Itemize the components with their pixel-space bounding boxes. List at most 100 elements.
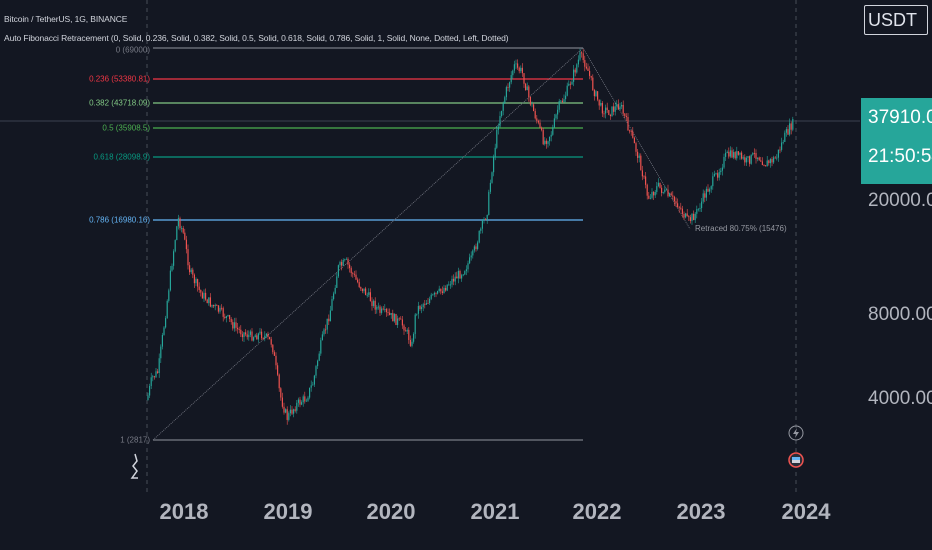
candle-body: [417, 306, 419, 314]
candle-body: [283, 406, 285, 413]
candle-body: [723, 156, 725, 168]
candle-body: [747, 156, 749, 158]
candle-body: [590, 75, 592, 78]
candle-body: [665, 189, 667, 191]
candle-body: [256, 335, 258, 340]
candle-body: [240, 329, 242, 335]
symbol-title[interactable]: Bitcoin / TetherUS, 1G, BINANCE: [4, 14, 128, 24]
candle-body: [313, 375, 315, 385]
candle-body: [195, 279, 197, 284]
candle-body: [421, 307, 423, 310]
candle-body: [374, 300, 376, 310]
candle-body: [177, 218, 179, 227]
candle-body: [760, 160, 762, 162]
candle-body: [397, 318, 399, 325]
candle-body: [400, 318, 402, 320]
candle-body: [267, 333, 269, 337]
candle-body: [371, 301, 373, 306]
candle-body: [670, 193, 672, 196]
candle-body: [699, 208, 701, 209]
candle-body: [776, 157, 778, 159]
candle-body: [493, 156, 495, 173]
candle-body: [398, 318, 400, 320]
candle-body: [613, 106, 615, 112]
candle-body: [691, 213, 693, 221]
candle-body: [389, 312, 391, 315]
candle-body: [219, 307, 221, 312]
candle-body: [593, 90, 595, 97]
candle-body: [435, 292, 437, 294]
candle-body: [657, 182, 659, 187]
candle-body: [190, 269, 192, 273]
indicator-title[interactable]: Auto Fibonacci Retracement (0, Solid, 0.…: [4, 33, 509, 43]
candle-body: [350, 268, 352, 274]
currency-button[interactable]: USDT: [864, 5, 928, 35]
candle-body: [302, 396, 304, 403]
candle-body: [774, 157, 776, 159]
candle-body: [342, 259, 344, 266]
candle-body: [377, 306, 379, 308]
candle-body: [237, 327, 239, 330]
candle-body: [345, 258, 347, 260]
candle-body: [392, 313, 394, 322]
candle-body: [459, 270, 461, 279]
candle-body: [462, 274, 464, 276]
candle-body: [731, 150, 733, 158]
candle-body: [235, 322, 237, 328]
candle-body: [761, 161, 763, 166]
candle-body: [790, 123, 792, 130]
candlestick-series: [147, 48, 794, 425]
time-axis-label: 2020: [366, 499, 416, 524]
candle-body: [393, 313, 395, 322]
candle-body: [357, 279, 359, 283]
candle-body: [478, 230, 480, 243]
candle-body: [536, 118, 538, 121]
candle-body: [198, 286, 200, 290]
candle-body: [561, 100, 563, 103]
event-flag-icon[interactable]: [788, 452, 804, 468]
candle-body: [534, 111, 536, 119]
candle-body: [736, 151, 738, 159]
candle-body: [777, 149, 779, 158]
candle-body: [510, 75, 512, 83]
candle-body: [712, 176, 714, 187]
candle-body: [328, 318, 330, 322]
candle-body: [517, 63, 519, 68]
candle-body: [635, 143, 637, 152]
candle-body: [261, 331, 263, 339]
candle-body: [461, 275, 463, 279]
candle-body: [187, 249, 189, 266]
candle-body: [193, 274, 195, 284]
candle-body: [427, 303, 429, 304]
candle-body: [621, 104, 623, 107]
candle-body: [720, 170, 722, 173]
candle-body: [584, 60, 586, 67]
candle-body: [185, 239, 187, 250]
candle-body: [232, 322, 234, 329]
candle-body: [301, 402, 303, 405]
candle-body: [742, 157, 744, 159]
candle-body: [304, 396, 306, 402]
candle-body: [449, 284, 451, 286]
candle-body: [381, 308, 383, 313]
candle-body: [174, 240, 176, 252]
candle-body: [419, 306, 421, 310]
fib-label-1: 1 (2817): [120, 435, 150, 445]
candle-body: [251, 331, 253, 341]
candle-body: [238, 329, 240, 330]
candle-body: [547, 141, 549, 144]
candle-body: [160, 346, 162, 359]
candle-body: [358, 282, 360, 288]
lightning-icon[interactable]: [788, 425, 804, 441]
candle-body: [662, 192, 664, 193]
candle-body: [552, 127, 554, 135]
candle-body: [326, 318, 328, 330]
candle-body: [614, 106, 616, 112]
candle-body: [262, 338, 264, 339]
candle-body: [176, 226, 178, 241]
candle-body: [737, 151, 739, 155]
candle-body: [264, 335, 266, 339]
candle-body: [153, 376, 155, 378]
candle-body: [457, 270, 459, 279]
